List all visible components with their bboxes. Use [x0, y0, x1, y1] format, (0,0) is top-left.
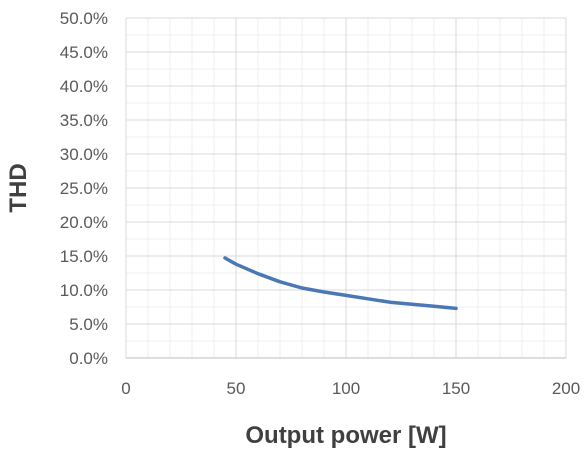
y-tick-label: 30.0%	[60, 145, 108, 164]
x-tick-label: 50	[227, 379, 246, 398]
x-axis-title: Output power [W]	[245, 422, 446, 449]
y-tick-label: 50.0%	[60, 9, 108, 28]
y-tick-label: 45.0%	[60, 43, 108, 62]
thd-series-line	[223, 256, 458, 311]
major-gridlines	[125, 17, 567, 359]
y-tick-label: 10.0%	[60, 281, 108, 300]
x-tick-label: 150	[442, 379, 470, 398]
y-tick-label: 15.0%	[60, 247, 108, 266]
y-tick-label: 25.0%	[60, 179, 108, 198]
y-tick-label: 20.0%	[60, 213, 108, 232]
y-tick-label: 0.0%	[69, 349, 108, 368]
x-tick-label: 0	[121, 379, 130, 398]
series-layer	[223, 256, 458, 311]
x-tick-label: 200	[552, 379, 580, 398]
y-axis-title: THD	[5, 163, 32, 212]
y-tick-label: 5.0%	[69, 315, 108, 334]
x-tick-label: 100	[332, 379, 360, 398]
y-tick-label: 40.0%	[60, 77, 108, 96]
x-axis-tick-labels: 0 50 100 150 200	[121, 379, 580, 398]
y-tick-label: 35.0%	[60, 111, 108, 130]
y-axis-tick-labels: 0.0% 5.0% 10.0% 15.0% 20.0% 25.0% 30.0% 35.0% 40…	[60, 9, 108, 368]
